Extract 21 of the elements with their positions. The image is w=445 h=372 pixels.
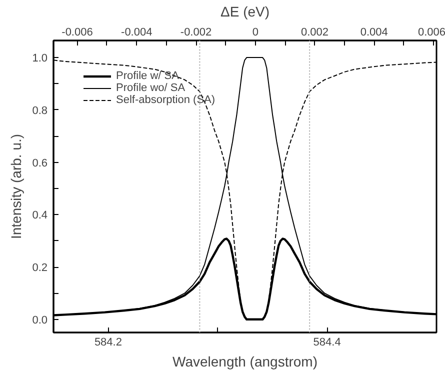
- legend-label: Profile wo/ SA: [116, 82, 186, 94]
- x2-tick-label: -0.004: [121, 26, 152, 38]
- y-tick-label: 0.4: [32, 210, 48, 222]
- x2-tick-label: 0.006: [418, 26, 445, 38]
- x2-tick-label: -0.006: [62, 26, 93, 38]
- y-tick-label: 0.0: [32, 314, 48, 326]
- y-tick-label: 0.2: [32, 262, 48, 274]
- legend-label: Self-absorption (SA): [116, 94, 216, 106]
- x2-axis-title: ΔE (eV): [220, 4, 270, 20]
- y-tick-label: 0.6: [32, 157, 48, 170]
- x2-tick-label: 0.002: [301, 26, 329, 38]
- y-tick-label: 1.0: [32, 52, 48, 65]
- y-axis-title: Intensity (arb. u.): [8, 134, 24, 240]
- x-tick-label: 584.4: [313, 336, 341, 348]
- x-tick-label: 584.2: [94, 336, 122, 348]
- y-tick-label: 0.8: [32, 104, 48, 117]
- x2-tick-label: 0: [252, 26, 258, 38]
- x2-tick-label: -0.002: [180, 26, 212, 38]
- legend-label: Profile w/ SA: [116, 70, 179, 82]
- x2-tick-label: 0.004: [360, 26, 388, 38]
- x-axis-title: Wavelength (angstrom): [172, 354, 318, 370]
